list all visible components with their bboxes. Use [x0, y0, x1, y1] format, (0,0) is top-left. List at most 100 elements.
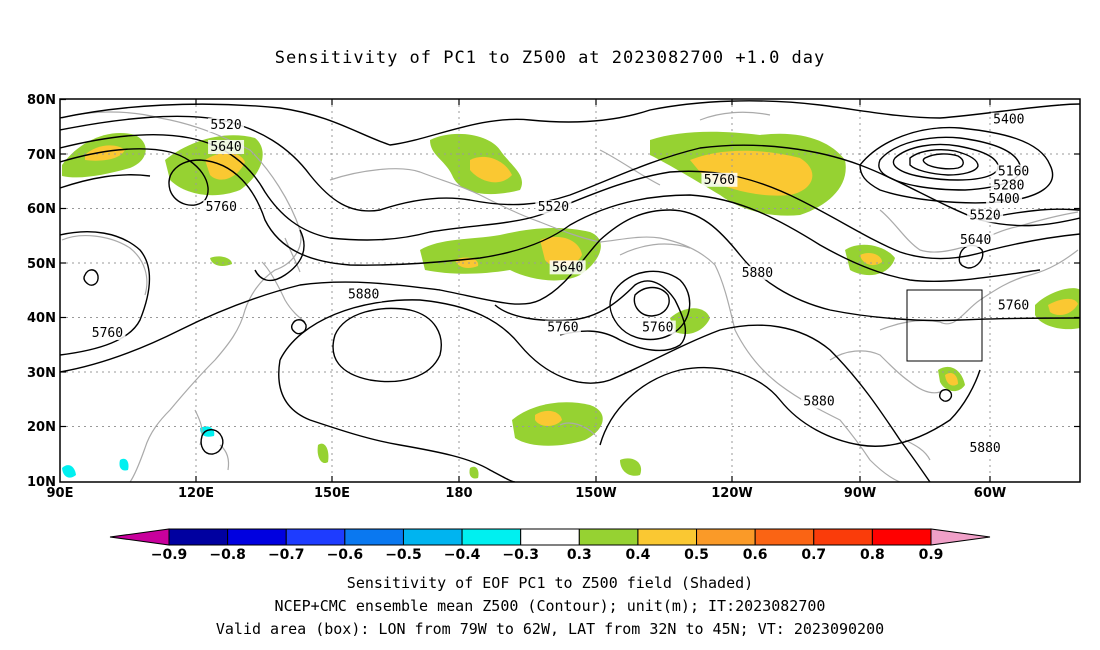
- colorbar-label: 0.8: [860, 547, 885, 563]
- valid-area-box: [906, 289, 983, 362]
- lat-label-80n: 80N: [27, 93, 56, 108]
- contour-label-bg: [345, 287, 382, 302]
- contour-label-bg: [208, 118, 245, 133]
- contour-label: 5760: [206, 200, 237, 215]
- lon-label-150w: 150W: [575, 486, 616, 501]
- colorbar-box: [344, 528, 404, 546]
- colorbar-label: −0.6: [327, 547, 364, 563]
- lat-label-40n: 40N: [27, 311, 56, 326]
- contour-label: 5880: [742, 266, 773, 281]
- colorbar-label: 0.5: [684, 547, 709, 563]
- contour-label: 5160: [998, 165, 1029, 180]
- contour-labels: 5520 5640 5760 5760 5880 5520 5640 5760 5760 5880…: [89, 112, 1032, 456]
- contour-label-bg: [990, 178, 1027, 193]
- colorbar-box: [461, 528, 522, 546]
- lat-label-50n: 50N: [27, 257, 56, 272]
- contour-label: 5640: [210, 140, 241, 155]
- colorbar-box: [754, 528, 815, 546]
- contour-label: 5880: [803, 394, 834, 409]
- caption-line-3: Valid area (box): LON from 79W to 62W, L…: [215, 620, 885, 638]
- contour-label: 5640: [552, 260, 583, 275]
- lon-labels: 90E 120E 150E 180 150W 120W 90W 60W: [47, 486, 1007, 501]
- contour-label-bg: [639, 320, 676, 335]
- contour-label: 5400: [988, 192, 1019, 207]
- colorbar-box: [813, 528, 873, 546]
- contour-label: 5880: [969, 441, 1000, 456]
- colorbar-label: 0.3: [567, 547, 592, 563]
- colorbar-label: −0.7: [268, 547, 305, 563]
- contour-label: 5400: [993, 113, 1024, 128]
- contour-label: 5520: [538, 200, 569, 215]
- colorbar-box: [227, 528, 287, 546]
- contour-label-bg: [801, 394, 838, 409]
- lat-labels: 80N 70N 60N 50N 40N 30N 20N 10N: [27, 93, 56, 490]
- colorbar-boxes: [168, 528, 932, 546]
- contour-label: 5520: [969, 208, 1000, 223]
- lat-label-10n: 10N: [27, 475, 56, 490]
- colorbar-box: [696, 528, 756, 546]
- colorbar-box: [871, 528, 932, 546]
- caption-line-2: NCEP+CMC ensemble mean Z500 (Contour); u…: [274, 597, 826, 615]
- contour-label-bg: [967, 440, 1004, 455]
- colorbar-label: −0.8: [209, 547, 246, 563]
- caption-line-1: Sensitivity of EOF PC1 to Z500 field (Sh…: [346, 574, 754, 592]
- contour-label: 5760: [704, 173, 735, 188]
- lat-label-20n: 20N: [27, 420, 56, 435]
- lat-label-70n: 70N: [27, 148, 56, 163]
- contour-label-bg: [203, 200, 240, 215]
- contour-label-bg: [89, 326, 126, 341]
- lat-label-60n: 60N: [27, 202, 56, 217]
- contour-label-bg: [990, 112, 1027, 127]
- colorbar-label: 0.7: [801, 547, 826, 563]
- colorbar-box: [637, 528, 698, 546]
- contour-label: 5760: [998, 299, 1029, 314]
- lon-label-180: 180: [445, 486, 472, 501]
- colorbar: −0.9 −0.8 −0.7 −0.6 −0.5 −0.4 −0.3 0.3 0.4 0.5 0.6…: [109, 528, 991, 563]
- colorbar-label: −0.9: [151, 547, 188, 563]
- colorbar-box: [285, 528, 346, 546]
- lat-label-30n: 30N: [27, 366, 56, 381]
- colorbar-box: [402, 528, 463, 546]
- colorbar-label: −0.5: [385, 547, 422, 563]
- lon-label-90w: 90W: [844, 486, 876, 501]
- lon-label-60w: 60W: [974, 486, 1006, 501]
- contour-label: 5520: [210, 118, 241, 133]
- contour-label-bg: [701, 172, 738, 187]
- contour-label: 5280: [993, 178, 1024, 193]
- colorbar-low-arrow: [109, 528, 170, 546]
- z500-contours: [60, 100, 1080, 482]
- colorbar-label: 0.4: [626, 547, 651, 563]
- colorbar-label: 0.9: [919, 547, 944, 563]
- contour-label-bg: [544, 320, 581, 335]
- contour-label-bg: [957, 232, 994, 247]
- contour-label-bg: [208, 139, 245, 154]
- contour-label: 5880: [348, 288, 379, 303]
- contour-label: 5760: [92, 326, 123, 341]
- contour-label: 5640: [960, 233, 991, 248]
- contour-label-bg: [549, 260, 586, 275]
- chart-title: Sensitivity of PC1 to Z500 at 2023082700…: [274, 48, 826, 68]
- contour-label: 5760: [642, 321, 673, 336]
- map-frame: [59, 98, 1081, 483]
- colorbar-label: 0.6: [743, 547, 768, 563]
- colorbar-box: [578, 528, 639, 546]
- lon-label-150e: 150E: [314, 486, 350, 501]
- colorbar-box: [168, 528, 229, 546]
- contour-label-bg: [967, 208, 1004, 223]
- axis-ticks: [60, 98, 1080, 482]
- lon-label-120e: 120E: [178, 486, 214, 501]
- contour-label: 5760: [547, 321, 578, 336]
- contour-label-bg: [995, 164, 1032, 179]
- colorbar-high-arrow: [930, 528, 991, 546]
- lon-label-90e: 90E: [47, 486, 74, 501]
- colorbar-label: −0.3: [502, 547, 539, 563]
- contour-label-bg: [535, 200, 572, 215]
- colorbar-labels: −0.9 −0.8 −0.7 −0.6 −0.5 −0.4 −0.3 0.3 0.4 0.5 0.6…: [151, 547, 944, 563]
- contour-label-bg: [986, 191, 1023, 206]
- contour-label-bg: [995, 298, 1032, 313]
- lon-label-120w: 120W: [711, 486, 752, 501]
- contour-label-bg: [739, 265, 776, 280]
- colorbar-label: −0.4: [444, 547, 481, 563]
- colorbar-box: [520, 528, 580, 546]
